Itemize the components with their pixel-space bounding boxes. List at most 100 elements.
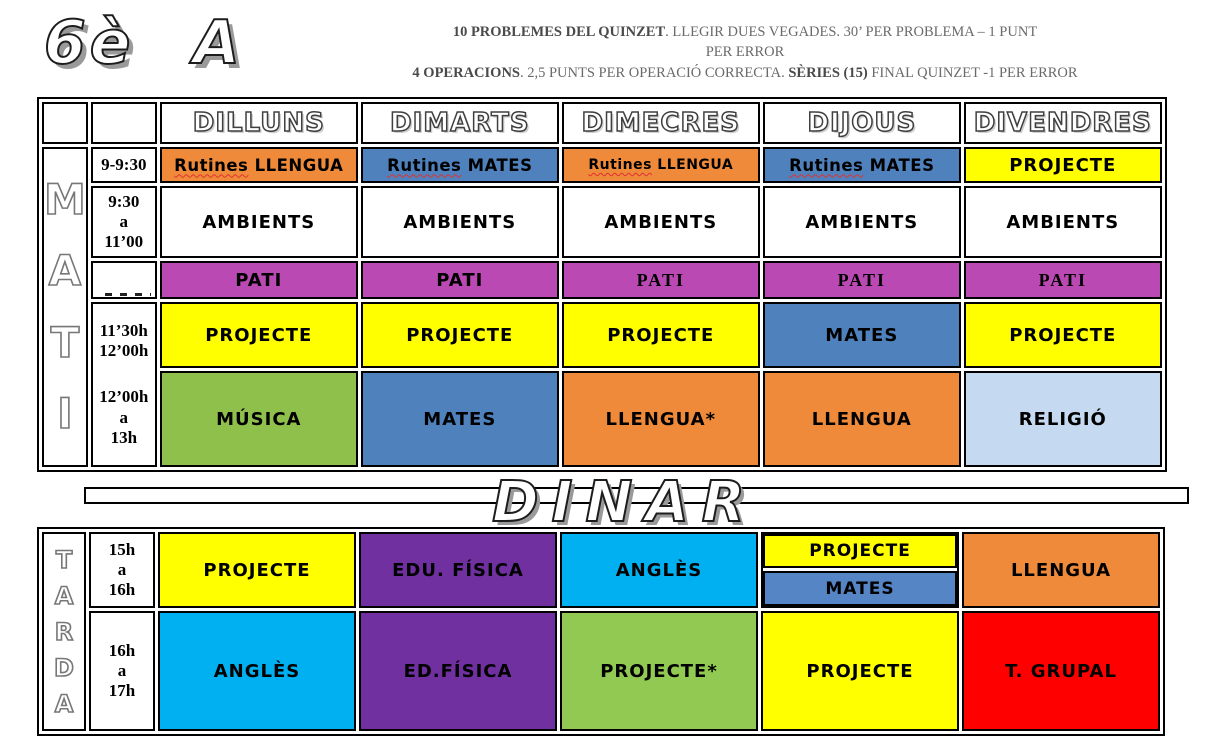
day-header-row: DILLUNS DIMARTS DIMECRES DIJOUS DIVENDRES bbox=[42, 102, 1162, 144]
subject-cell: PATI bbox=[360, 261, 559, 299]
spellcheck-word: Rutines bbox=[387, 155, 462, 175]
timetable-row: 9:30 a 11’00 AMBIENTS AMBIENTS AMBIENTS AMBIEN… bbox=[42, 186, 1162, 258]
time-line: 13h bbox=[110, 427, 138, 447]
subject-cell: PATI bbox=[762, 261, 961, 299]
timetable-row: PATI PATI PATI PATI PATI bbox=[42, 261, 1162, 299]
day-header-label: DIJOUS bbox=[807, 107, 917, 139]
corner-cell bbox=[42, 102, 88, 144]
subject-cell: PATI bbox=[963, 261, 1162, 299]
time-cell: 15h a 16h bbox=[89, 532, 155, 608]
subject-label: MATES bbox=[461, 155, 533, 175]
subject-cell: PATI bbox=[159, 261, 358, 299]
subject-cell: AMBIENTS bbox=[159, 186, 358, 258]
vertical-letter: I bbox=[56, 389, 73, 439]
grading-notes: 10 PROBLEMES DEL QUINZET. LLEGIR DUES VE… bbox=[345, 22, 1145, 83]
subject-cell: PROJECTE bbox=[963, 302, 1162, 368]
notes-segment: . 2,5 PUNTS PER OPERACIÓ CORRECTA. bbox=[519, 64, 789, 81]
notes-segment: PER ERROR bbox=[705, 44, 785, 61]
subject-cell: EDU. FÍSICA bbox=[359, 532, 557, 608]
vertical-letter: A bbox=[54, 581, 74, 610]
subject-cell: LLENGUA* bbox=[561, 371, 760, 467]
subject-cell: PROJECTE* bbox=[560, 611, 758, 731]
page-title: 6è A bbox=[43, 7, 244, 79]
timetable-row: T A R D A 15h a 16h PROJECTE EDU. FÍSICA ANGLÈS PRO… bbox=[42, 532, 1160, 731]
time-cell: 16h a 17h bbox=[89, 611, 155, 731]
timetable-row: MÚSICA MATES LLENGUA* LLENGUA RELIGIÓ bbox=[42, 371, 1162, 467]
time-group: 11’30h 12’00h bbox=[93, 321, 155, 361]
day-header-cell: DIJOUS bbox=[762, 102, 961, 144]
time-line: 9:30 bbox=[108, 191, 140, 211]
vertical-letter: T bbox=[50, 317, 80, 367]
vertical-letter: M bbox=[44, 174, 86, 224]
subject-cell: PROJECTE bbox=[761, 611, 959, 731]
time-line: 17h bbox=[108, 681, 136, 701]
subject-cell: AMBIENTS bbox=[963, 186, 1162, 258]
subject-cell: AMBIENTS bbox=[762, 186, 961, 258]
time-line: 11’30h bbox=[99, 321, 148, 341]
time-group: 16h a 17h bbox=[91, 641, 153, 701]
timetable-row: 11’30h 12’00h 12’00h a 13h PROJECTE PROJECTE PR… bbox=[42, 302, 1162, 467]
time-line: a bbox=[117, 660, 127, 680]
subject-cell: MATES bbox=[762, 302, 961, 368]
subject-label: MATES bbox=[863, 155, 935, 175]
subject-label: LLENGUA bbox=[248, 155, 344, 175]
subject-cell: PATI bbox=[561, 261, 760, 299]
notes-segment: FINAL QUINZET -1 PER ERROR bbox=[867, 64, 1078, 81]
notes-segment: . LLEGIR DUES VEGADES. 30’ PER PROBLEMA … bbox=[665, 24, 1038, 40]
time-line: 16h bbox=[108, 580, 136, 600]
empty-strip bbox=[84, 487, 1189, 504]
day-header-label: DILLUNS bbox=[192, 107, 325, 139]
subject-cell: PROJECTE bbox=[763, 534, 957, 568]
time-line: 16h bbox=[108, 640, 136, 660]
subject-cell: Rutines MATES bbox=[360, 147, 559, 183]
afternoon-timetable: T A R D A 15h a 16h PROJECTE EDU. FÍSICA ANGLÈS PRO… bbox=[37, 527, 1165, 736]
time-group: 15h a 16h bbox=[91, 540, 153, 600]
time-cell: 9-9:30 bbox=[90, 147, 157, 183]
vertical-letter: D bbox=[53, 653, 75, 682]
timetable-row: M A T I 9-9:30 Rutines LLENGUA Rutines MATES Ru… bbox=[42, 147, 1162, 467]
subject-cell: ANGLÈS bbox=[560, 532, 758, 608]
subject-cell: AMBIENTS bbox=[561, 186, 760, 258]
spellcheck-word: Rutines bbox=[174, 155, 249, 175]
corner-cell bbox=[90, 102, 157, 144]
subject-cell: T. GRUPAL bbox=[962, 611, 1160, 731]
vertical-letter: T bbox=[55, 545, 73, 574]
day-header-cell: DIMECRES bbox=[561, 102, 760, 144]
subject-cell: ANGLÈS bbox=[158, 611, 356, 731]
subject-cell: MATES bbox=[763, 571, 957, 606]
time-group: 9:30 a 11’00 bbox=[93, 192, 155, 252]
split-subject-cell: PROJECTE MATES bbox=[761, 532, 959, 608]
notes-segment: 10 PROBLEMES DEL QUINZET bbox=[452, 24, 666, 40]
day-header-label: DIMECRES bbox=[581, 107, 741, 139]
spellcheck-word: Rutines bbox=[789, 155, 864, 175]
time-line: 12’00h bbox=[99, 341, 149, 361]
subject-cell: MÚSICA bbox=[159, 371, 358, 467]
time-line: 9-9:30 bbox=[101, 154, 147, 174]
notes-segment: 4 OPERACIONS bbox=[412, 64, 520, 81]
time-line: 12’00h bbox=[99, 387, 149, 407]
time-cell: 11’30h 12’00h 12’00h a 13h bbox=[90, 302, 157, 467]
day-header-label: DIMARTS bbox=[389, 107, 530, 139]
time-line: a bbox=[119, 407, 129, 427]
notes-segment: SÈRIES (15) bbox=[788, 64, 868, 81]
notes-line: 4 OPERACIONS. 2,5 PUNTS PER OPERACIÓ COR… bbox=[345, 63, 1145, 83]
subject-cell: PROJECTE bbox=[158, 532, 356, 608]
vertical-letter: R bbox=[54, 617, 74, 646]
day-header-cell: DIVENDRES bbox=[963, 102, 1162, 144]
subject-cell: AMBIENTS bbox=[360, 186, 559, 258]
time-line: 15h bbox=[108, 539, 136, 559]
subject-cell: RELIGIÓ bbox=[963, 371, 1162, 467]
subject-label: LLENGUA bbox=[651, 157, 734, 173]
time-line: a bbox=[119, 211, 129, 231]
subject-cell: PROJECTE bbox=[159, 302, 358, 368]
morning-timetable: DILLUNS DIMARTS DIMECRES DIJOUS DIVENDRES M A T… bbox=[37, 97, 1167, 472]
subject-cell: Rutines MATES bbox=[762, 147, 961, 183]
time-group: 9-9:30 bbox=[93, 155, 155, 175]
subject-cell: MATES bbox=[360, 371, 559, 467]
subject-cell: ED.FÍSICA bbox=[359, 611, 557, 731]
day-header-label: DIVENDRES bbox=[973, 107, 1152, 139]
subject-cell: Rutines LLENGUA bbox=[561, 147, 760, 183]
